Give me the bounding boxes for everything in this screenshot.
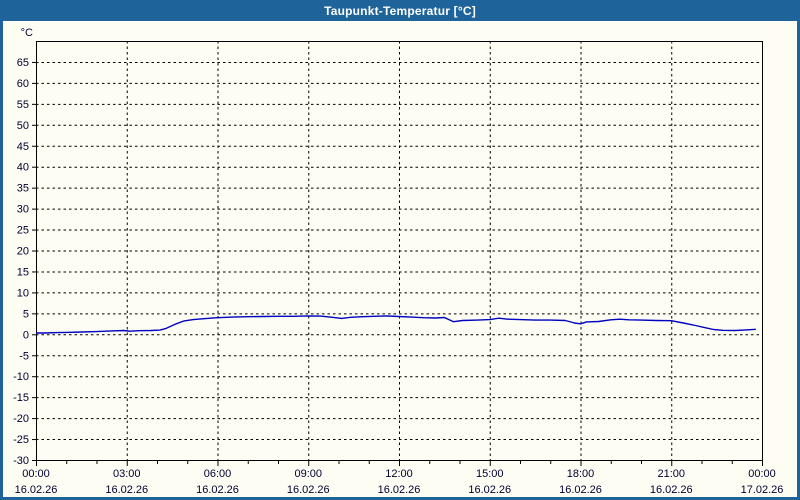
- x-tick-time-label: 21:00: [657, 468, 685, 480]
- y-tick-label: 30: [17, 204, 29, 216]
- x-tick-time-label: 00:00: [22, 468, 50, 480]
- x-tick-date-label: 16.02.26: [378, 484, 421, 496]
- y-tick-label: 60: [17, 78, 29, 90]
- y-tick-label: -25: [13, 434, 29, 446]
- vertical-gridlines: [126, 41, 673, 460]
- y-tick-label: 45: [17, 141, 29, 153]
- y-tick-label: 40: [17, 162, 29, 174]
- y-tick-label: 25: [17, 225, 29, 237]
- y-tick-label: -30: [13, 455, 29, 467]
- x-tick-time-label: 09:00: [294, 468, 322, 480]
- x-tick-time-label: 12:00: [385, 468, 413, 480]
- x-tick-time-label: 06:00: [204, 468, 232, 480]
- y-tick-label: -20: [13, 413, 29, 425]
- y-tick-label: 50: [17, 120, 29, 132]
- x-tick-date-label: 16.02.26: [559, 484, 602, 496]
- y-tick-label: -15: [13, 392, 29, 404]
- y-tick-label: 65: [17, 57, 29, 69]
- y-tick-label: -5: [19, 350, 29, 362]
- y-tick-label: 35: [17, 183, 29, 195]
- x-tick-date-label: 16.02.26: [15, 484, 58, 496]
- x-tick-date-label: 16.02.26: [287, 484, 330, 496]
- x-tick-time-label: 15:00: [476, 468, 504, 480]
- window-title-bar[interactable]: Taupunkt-Temperatur [°C]: [0, 0, 800, 21]
- x-tick-time-label: 03:00: [113, 468, 141, 480]
- y-tick-label: 5: [23, 308, 29, 320]
- y-tick-label: 0: [23, 329, 29, 341]
- x-tick-time-label: 00:00: [748, 468, 776, 480]
- chart-canvas: 65605550454035302520151050-5-10-15-20-25…: [13, 27, 784, 496]
- y-tick-label: 20: [17, 246, 29, 258]
- plot-border: [36, 41, 763, 461]
- window-title: Taupunkt-Temperatur [°C]: [324, 3, 476, 18]
- x-tick-date-label: 16.02.26: [105, 484, 148, 496]
- y-tick-label: 15: [17, 266, 29, 278]
- y-tick-label: 55: [17, 99, 29, 111]
- chart-content-area: 65 60 55 50 45 40 35 30 25 20 15 10 5 0 -5 -10 -15 -20 -25…: [3, 21, 797, 497]
- x-tick-date-label: 16.02.26: [650, 484, 693, 496]
- y-tick-label: 10: [17, 287, 29, 299]
- x-tick-time-label: 18:00: [567, 468, 595, 480]
- x-tick-date-label: 16.02.26: [468, 484, 511, 496]
- y-tick-label: -10: [13, 371, 29, 383]
- x-tick-date-label: 16.02.26: [196, 484, 239, 496]
- y-axis-unit-label: °C: [21, 27, 33, 39]
- series-line: [36, 315, 756, 334]
- x-tick-date-label: 17.02.26: [741, 484, 784, 496]
